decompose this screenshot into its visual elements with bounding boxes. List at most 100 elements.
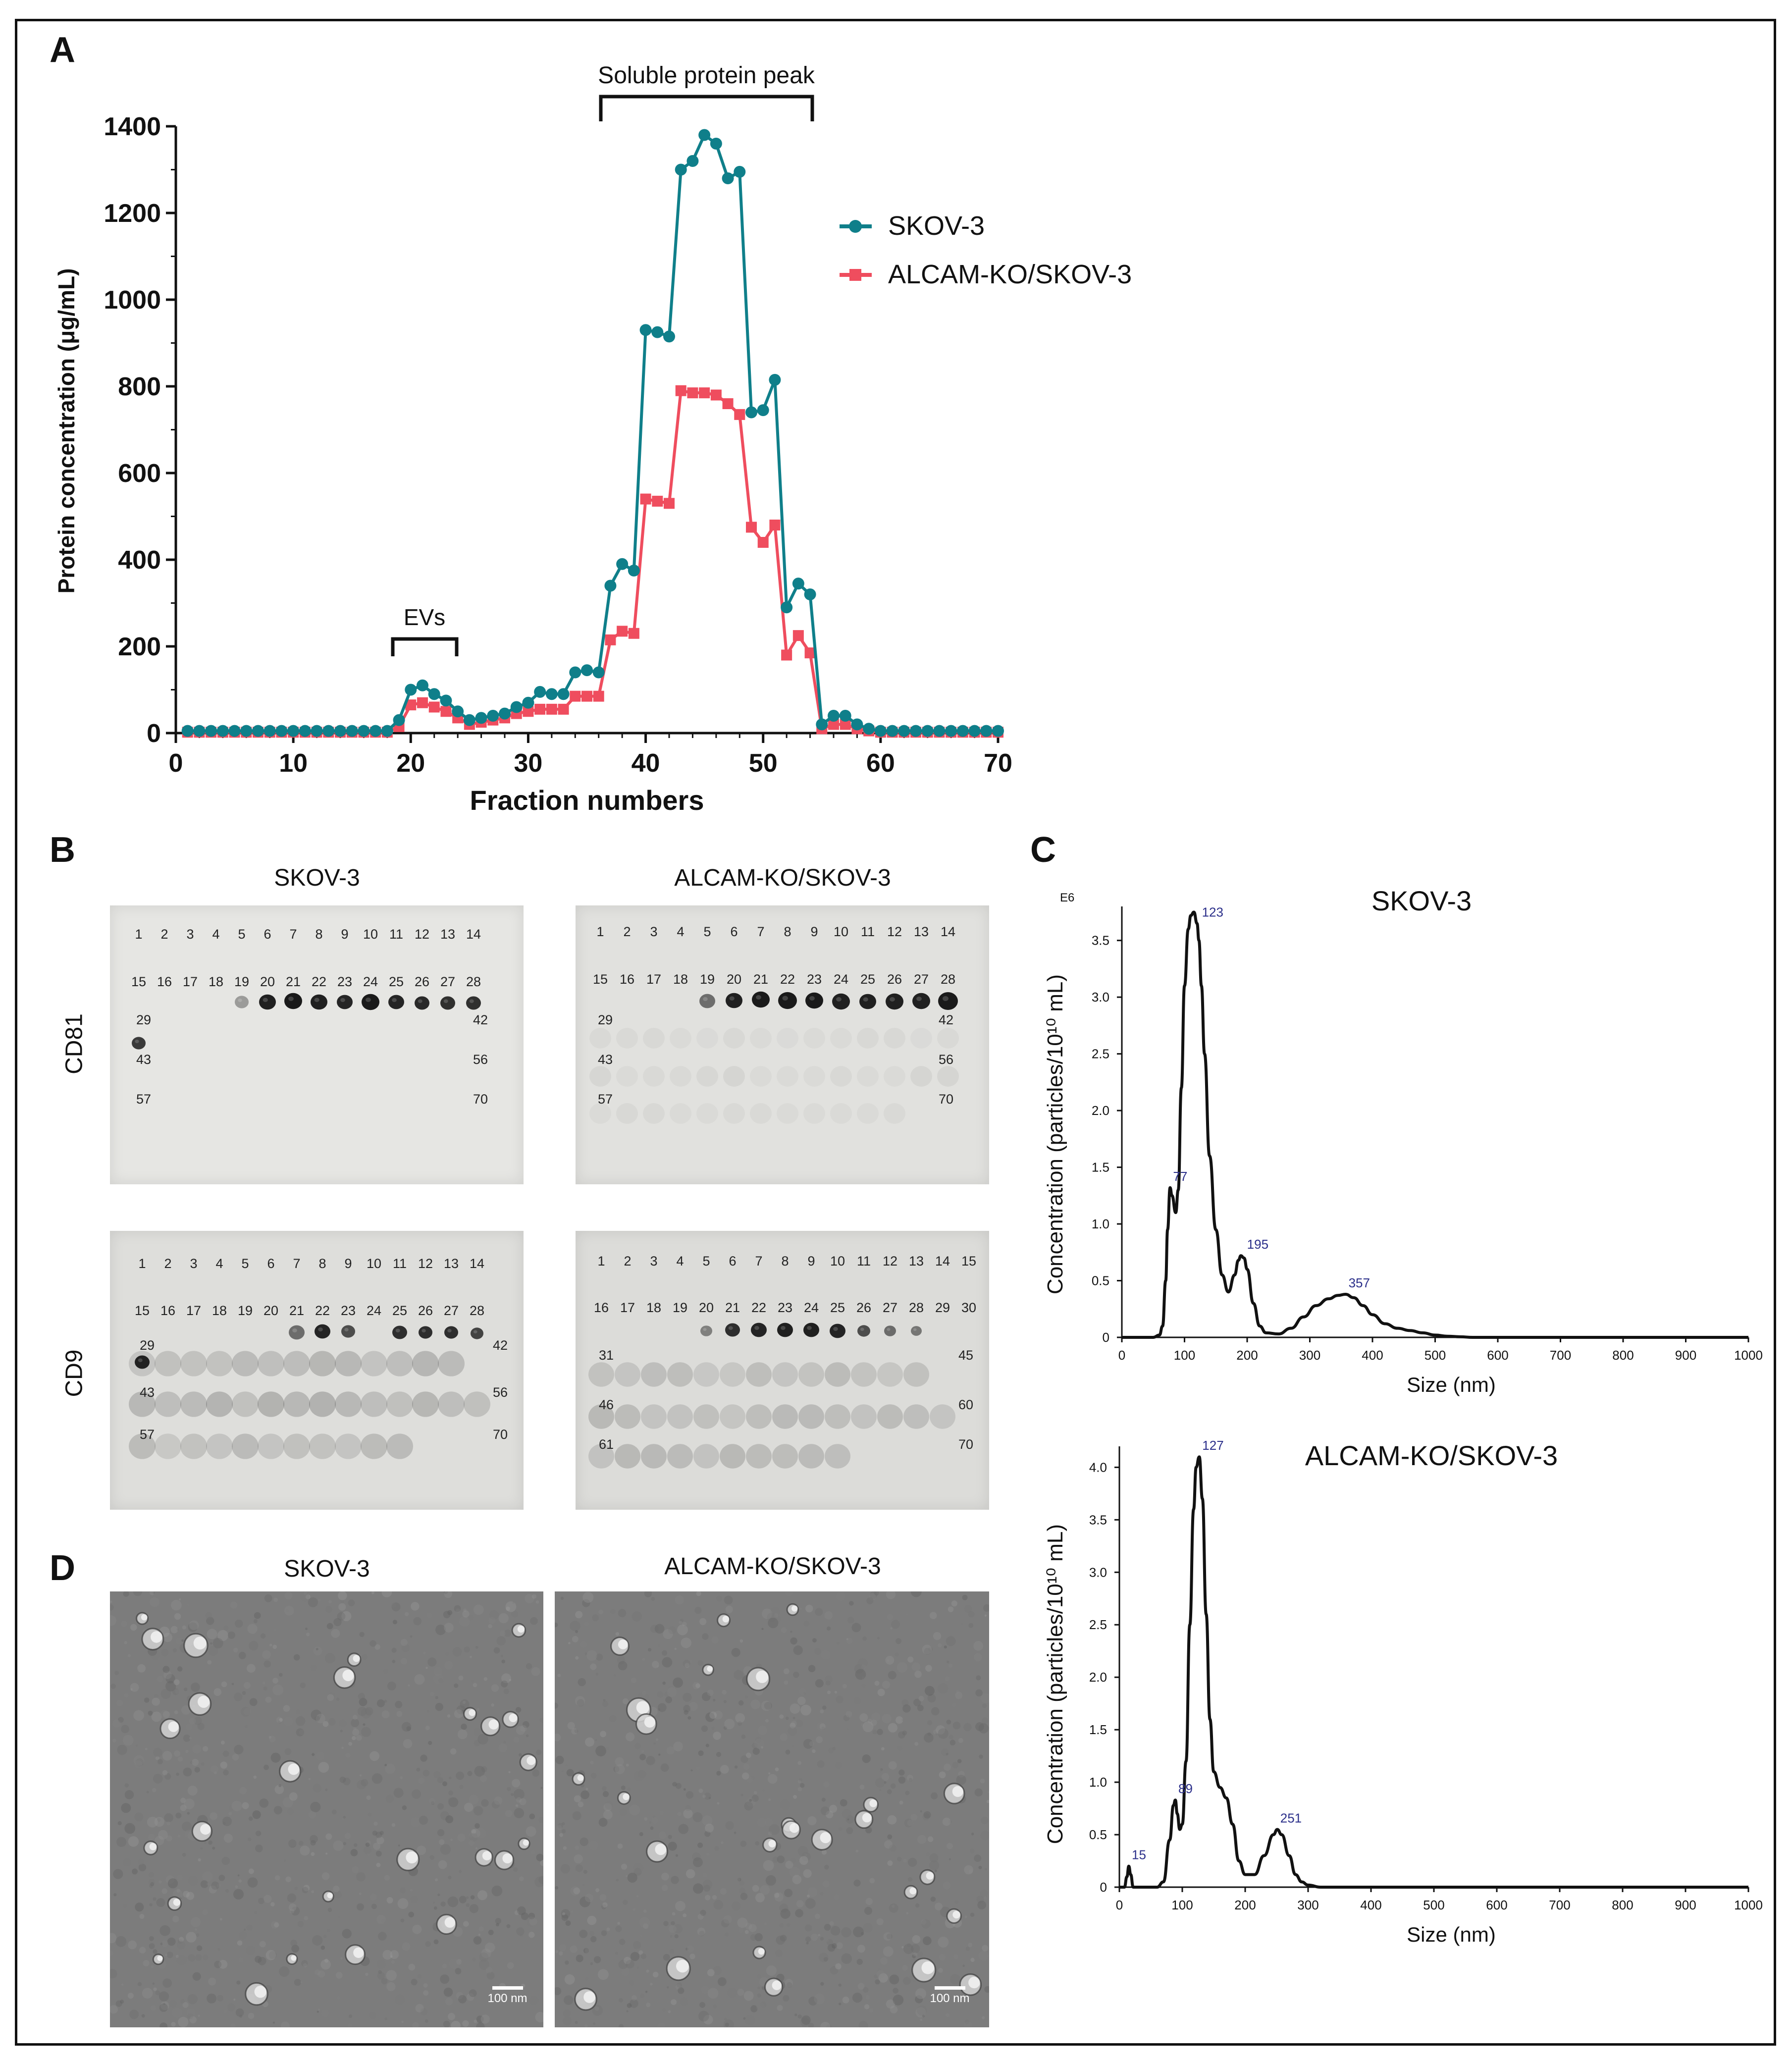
blot-faint-spot: [616, 1028, 638, 1049]
data-point-ko: [558, 703, 569, 715]
lane-number: 11: [389, 927, 403, 942]
data-point-ko: [546, 703, 557, 715]
lane-number: 19: [700, 972, 715, 987]
lane-number: 25: [392, 1303, 407, 1318]
blot-faint-spot: [877, 1362, 903, 1387]
blot-faint-spot: [798, 1444, 824, 1469]
lane-number: 7: [293, 1256, 300, 1271]
lane-number: 10: [834, 924, 848, 939]
lane-number: 24: [363, 974, 378, 989]
blot-dark-spot: [912, 993, 930, 1009]
data-point-skov3: [287, 725, 300, 737]
data-point-ko: [534, 703, 546, 715]
lane-number: 20: [727, 972, 741, 987]
nta-ko-chart: 0 100 200 300 400 500 600 700 800 900 1000 0 0.5 1.0 1…: [1043, 1438, 1763, 1946]
panel-label-c: C: [1030, 830, 1056, 870]
blot-faint-spot: [798, 1404, 824, 1429]
blot-faint-spot: [772, 1362, 798, 1387]
lane-number: 10: [363, 927, 378, 942]
blot-dark-spot: [726, 993, 742, 1008]
lane-number: 16: [620, 972, 634, 987]
blot-dark-spot: [419, 1326, 432, 1339]
nta-skov3-ylabel: Concentration (particles/10¹⁰ mL): [1043, 974, 1067, 1294]
series-line-skov3: [187, 132, 998, 733]
lane-number: 22: [312, 974, 326, 989]
lane-number: 18: [646, 1300, 661, 1315]
peak-label: 195: [1247, 1237, 1268, 1252]
x-tick-label: 200: [1234, 1898, 1256, 1912]
cd9-skov3-blot: 1 2 3 4 5 6 7 8 9 10 11 12 13 14 15 16 17 18 19 20 21 22 23 24 2…: [110, 1231, 524, 1510]
blot-faint-spot: [588, 1444, 614, 1469]
blot-faint-spot: [438, 1351, 465, 1376]
row-label-cd81: CD81: [61, 1013, 88, 1074]
blot-faint-spot: [335, 1391, 362, 1417]
scale-bar-label: 100 nm: [487, 1992, 527, 2005]
blot-faint-spot: [667, 1362, 693, 1387]
blot-faint-spot: [830, 1103, 852, 1124]
blot-faint-spot: [412, 1351, 439, 1376]
lane-number: 43: [136, 1052, 151, 1067]
data-point-ko: [675, 385, 686, 396]
lane-number: 31: [599, 1348, 614, 1363]
data-point-skov3: [499, 707, 511, 720]
blot-faint-spot: [803, 1066, 825, 1087]
lane-number: 56: [493, 1385, 508, 1400]
blot-faint-spot: [877, 1404, 903, 1429]
y-tick-label: 800: [118, 372, 161, 401]
blot-faint-spot: [464, 1391, 490, 1417]
fraction-protein-chart: 0 10 20 30 40 50 60 70 0 200 400 600 800 1000 1200 1400…: [53, 62, 1132, 816]
data-point-skov3: [452, 705, 464, 718]
lane-number: 23: [341, 1303, 356, 1318]
blot-faint-spot: [851, 1404, 877, 1429]
blot-faint-spot: [180, 1433, 207, 1459]
data-point-ko: [792, 630, 804, 641]
lane-number: 19: [673, 1300, 687, 1315]
blot-faint-spot: [438, 1391, 465, 1417]
lane-number: 27: [914, 972, 929, 987]
blot-faint-spot: [361, 1391, 387, 1417]
lane-number: 61: [599, 1437, 614, 1452]
blot-faint-spot: [830, 1066, 852, 1087]
lane-number: 27: [883, 1300, 897, 1315]
blot-faint-spot: [589, 1028, 611, 1049]
lane-number: 27: [444, 1303, 459, 1318]
data-point-skov3: [193, 725, 206, 737]
lane-number: 4: [677, 924, 684, 939]
blot-faint-spot: [155, 1351, 181, 1376]
blot-faint-spot: [283, 1433, 310, 1459]
data-point-ko: [417, 697, 428, 708]
data-point-skov3: [710, 138, 722, 150]
lane-number: 1: [596, 924, 604, 939]
data-point-skov3: [334, 725, 346, 737]
lane-number: 29: [140, 1338, 155, 1353]
x-tick-label: 300: [1299, 1348, 1320, 1363]
nta-skov3-title: SKOV-3: [1371, 885, 1472, 916]
lane-number: 5: [241, 1256, 249, 1271]
lane-number: 3: [190, 1256, 197, 1271]
data-point-skov3: [545, 688, 558, 700]
lane-number: 22: [751, 1300, 766, 1315]
lane-number: 28: [466, 974, 481, 989]
y-tick-label: 400: [118, 546, 161, 575]
lane-number: 20: [699, 1300, 714, 1315]
blot-faint-spot: [258, 1351, 284, 1376]
blot-dark-spot: [859, 994, 876, 1009]
x-tick-label: 700: [1549, 1898, 1570, 1912]
blot-faint-spot: [750, 1066, 772, 1087]
data-point-skov3: [417, 679, 428, 691]
lane-number: 16: [160, 1303, 175, 1318]
blot-faint-spot: [750, 1028, 772, 1049]
blot-dark-spot: [132, 1037, 146, 1050]
y-tick-label: 600: [118, 459, 161, 488]
lane-number: 12: [887, 924, 902, 939]
soluble-peak-bracket: [599, 95, 814, 121]
data-point-ko: [640, 493, 651, 505]
nta-skov3-line: [1121, 910, 1748, 1339]
blot-dark-spot: [388, 995, 404, 1009]
blot-faint-spot: [830, 1028, 852, 1049]
lane-number: 15: [131, 974, 146, 989]
chart-legend: SKOV-3 ALCAM-KO/SKOV-3: [840, 211, 1132, 289]
blot-faint-spot: [720, 1444, 745, 1469]
lane-number: 12: [415, 927, 429, 942]
blot-dark-spot: [315, 1324, 330, 1339]
